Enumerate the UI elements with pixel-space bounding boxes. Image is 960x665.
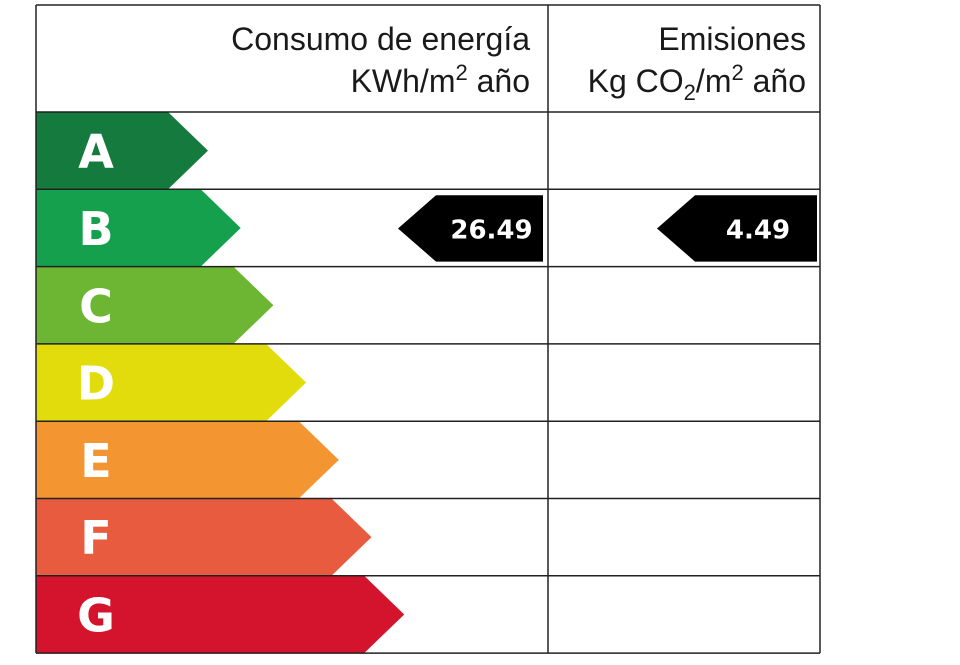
rating-band-b — [36, 189, 241, 267]
energy-unit-superscript: 2 — [455, 60, 467, 85]
energy-rating-marker — [398, 195, 543, 262]
rating-letter-b: B — [78, 202, 113, 256]
rating-band-c — [36, 266, 274, 344]
emissions-unit-superscript: 2 — [731, 60, 743, 85]
rating-letter-g: G — [77, 588, 115, 642]
energy-header-title: Consumo de energía — [231, 21, 530, 57]
rating-band-e — [36, 421, 339, 499]
emissions-header-unit: Kg CO2/m2 año — [588, 60, 806, 105]
rating-letter-a: A — [78, 125, 114, 179]
energy-unit-prefix: KWh/m — [351, 63, 456, 99]
rating-letter-d: D — [77, 357, 115, 411]
rating-letter-f: F — [80, 511, 111, 565]
rating-letter-c: C — [79, 279, 113, 333]
emissions-header-title: Emisiones — [658, 21, 806, 57]
rating-band-a — [36, 112, 208, 190]
emissions-unit-subscript: 2 — [684, 80, 696, 105]
emissions-unit-mid: /m — [696, 63, 732, 99]
energy-rating-value: 26.49 — [450, 215, 532, 245]
emissions-rating-marker — [657, 195, 817, 262]
rating-band-f — [36, 498, 372, 576]
emissions-unit-suffix: año — [744, 63, 806, 99]
emissions-rating-value: 4.49 — [726, 215, 790, 245]
rating-band-d — [36, 343, 307, 422]
rating-band-g — [36, 575, 405, 654]
energy-header-unit: KWh/m2 año — [351, 60, 530, 99]
emissions-unit-prefix: Kg CO — [588, 63, 684, 99]
energy-unit-suffix: año — [468, 63, 530, 99]
rating-letter-e: E — [80, 434, 111, 488]
